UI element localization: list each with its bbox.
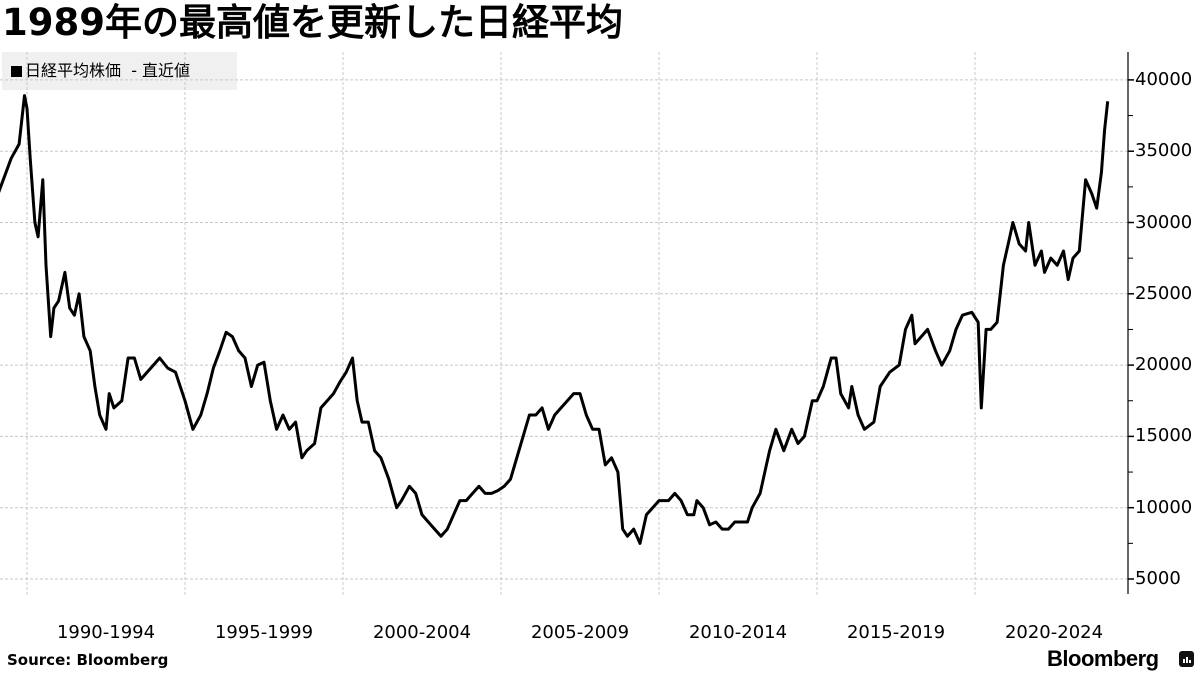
y-tick-label: 30000 [1135,211,1193,233]
x-tick-label: 2010-2014 [688,622,788,643]
source-note: Source: Bloomberg [7,651,169,669]
y-tick-label: 20000 [1135,354,1193,376]
y-tick-label: 10000 [1135,496,1193,518]
y-axis-ticks [1128,79,1134,580]
x-tick-label: 1995-1999 [214,622,314,643]
x-tick-label: 2015-2019 [846,622,946,643]
gridlines [0,52,1128,596]
x-tick-label: 2000-2004 [372,622,472,643]
legend: 日経平均株価 - 直近値 [2,52,237,90]
bloomberg-logo: Bloomberg [1047,646,1159,671]
y-tick-label: 5000 [1135,568,1181,589]
x-tick-label: 1990-1994 [56,622,156,643]
bloomberg-chart-icon [1179,651,1194,667]
y-tick-label: 35000 [1135,140,1193,162]
legend-label: 日経平均株価 [25,61,122,80]
x-tick-label: 2005-2009 [530,622,630,643]
nikkei-line [0,94,1110,545]
x-tick-label: 2020-2024 [1004,622,1104,643]
y-tick-label: 15000 [1135,425,1193,447]
y-tick-label: 25000 [1135,282,1193,304]
legend-suffix: - 直近値 [121,61,191,80]
y-tick-label: 40000 [1135,68,1193,90]
legend-swatch-icon [11,66,22,77]
chart-title: 1989年の最高値を更新した日経平均 [2,1,623,44]
